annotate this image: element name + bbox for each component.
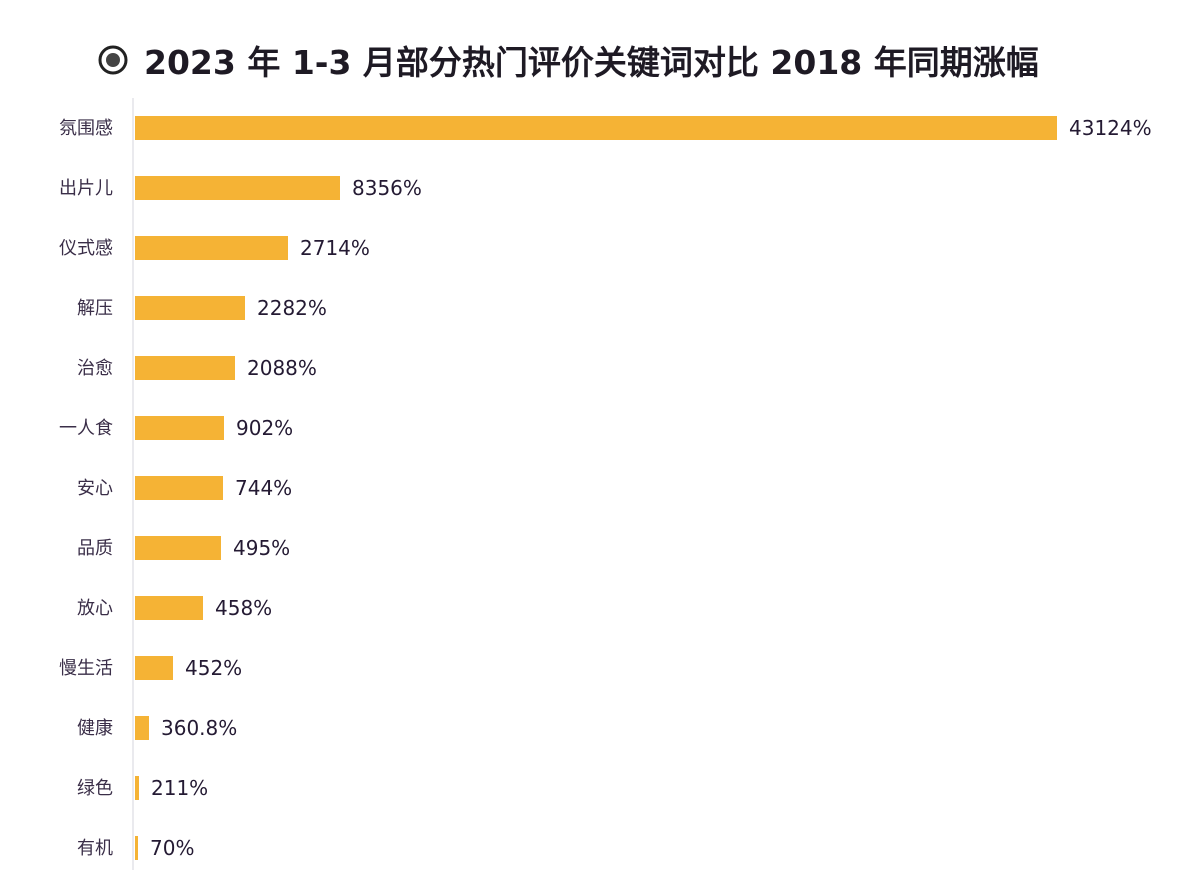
- value-label: 211%: [151, 776, 208, 800]
- category-label: 出片儿: [59, 178, 113, 199]
- category-label: 氛围感: [59, 118, 113, 139]
- bar-6: [135, 476, 223, 500]
- category-label: 一人食: [59, 418, 113, 439]
- value-label: 452%: [185, 656, 242, 680]
- category-label: 解压: [77, 298, 113, 319]
- value-label: 43124%: [1069, 116, 1152, 140]
- value-label: 744%: [235, 476, 292, 500]
- chart-title: 2023 年 1-3 月部分热门评价关键词对比 2018 年同期涨幅: [98, 38, 1039, 82]
- chart-title-text: 2023 年 1-3 月部分热门评价关键词对比 2018 年同期涨幅: [144, 43, 1039, 82]
- bar-3: [135, 296, 245, 320]
- bar-8: [135, 596, 203, 620]
- bar-0: [135, 116, 1057, 140]
- bar-9: [135, 656, 173, 680]
- value-label: 360.8%: [161, 716, 237, 740]
- category-label: 慢生活: [59, 658, 113, 679]
- category-label: 品质: [77, 538, 113, 559]
- bar-2: [135, 236, 288, 260]
- category-label: 仪式感: [59, 238, 113, 259]
- category-label: 安心: [77, 478, 113, 499]
- bar-10: [135, 716, 149, 740]
- bar-12: [135, 836, 138, 860]
- category-label: 治愈: [77, 358, 113, 379]
- bar-4: [135, 356, 235, 380]
- bar-11: [135, 776, 139, 800]
- value-label: 902%: [236, 416, 293, 440]
- value-label: 2088%: [247, 356, 317, 380]
- category-label: 健康: [77, 718, 113, 739]
- category-label: 放心: [77, 598, 113, 619]
- value-label: 2714%: [300, 236, 370, 260]
- category-label: 有机: [77, 838, 113, 859]
- value-label: 2282%: [257, 296, 327, 320]
- bar-7: [135, 536, 221, 560]
- value-label: 458%: [215, 596, 272, 620]
- category-label: 绿色: [77, 778, 113, 799]
- bar-1: [135, 176, 340, 200]
- radio-dot-icon: [98, 45, 128, 75]
- value-label: 8356%: [352, 176, 422, 200]
- bar-5: [135, 416, 224, 440]
- value-label: 495%: [233, 536, 290, 560]
- value-label: 70%: [150, 836, 194, 860]
